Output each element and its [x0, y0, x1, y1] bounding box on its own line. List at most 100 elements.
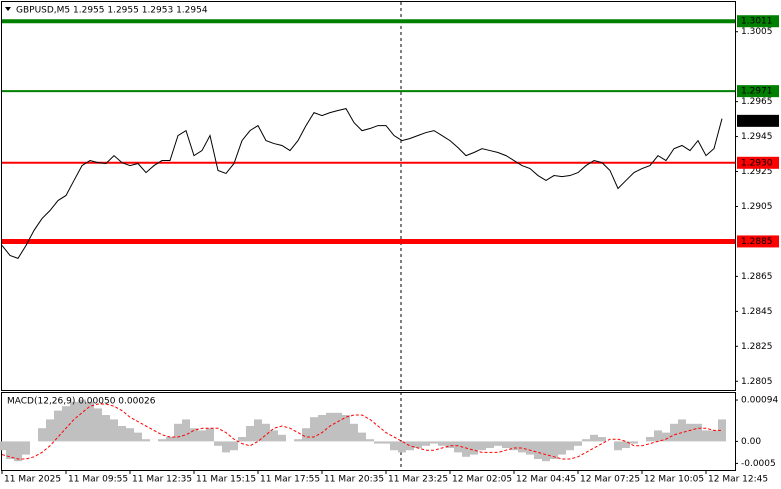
macd-bar: [590, 434, 598, 442]
macd-bar: [94, 408, 102, 442]
x-tick-label: 11 Mar 23:25: [388, 475, 448, 485]
x-tick-label: 11 Mar 12:35: [132, 475, 192, 485]
macd-y-tick-label: 0.00: [741, 437, 761, 447]
macd-bar: [214, 441, 222, 446]
macd-bar: [646, 437, 654, 442]
macd-bar: [278, 434, 286, 442]
macd-bar: [382, 441, 390, 444]
macd-signal: [1, 403, 722, 460]
macd-bar: [302, 428, 310, 442]
macd-bar: [350, 423, 358, 442]
macd-bar: [126, 428, 134, 442]
macd-bar: [438, 441, 446, 446]
y-tick-label: 1.2805: [741, 377, 773, 387]
macd-bar: [398, 441, 406, 453]
y-tick-label: 1.2845: [741, 307, 773, 317]
macd-bar: [558, 441, 566, 455]
macd-bar: [294, 439, 302, 442]
macd-bar: [118, 426, 126, 442]
macd-bar: [158, 439, 166, 442]
macd-bar: [6, 441, 14, 459]
macd-bar: [166, 437, 174, 442]
macd-bar: [334, 412, 342, 442]
x-tick-label: 11 Mar 15:15: [196, 475, 256, 485]
level-label: 1.3011: [741, 17, 773, 27]
macd-bar: [390, 441, 398, 451]
macd-bar: [270, 430, 278, 442]
macd-bar: [630, 441, 638, 444]
level-label-box: [737, 85, 779, 98]
x-tick-label: 12 Mar 07:25: [580, 475, 640, 485]
y-tick-label: 1.2945: [741, 132, 773, 142]
macd-bar: [422, 441, 430, 446]
x-tick-label: 12 Mar 12:45: [708, 475, 768, 485]
macd-bar: [502, 441, 510, 448]
macd-bar: [174, 423, 182, 442]
x-tick-label: 12 Mar 10:05: [644, 475, 704, 485]
macd-bar: [566, 441, 574, 451]
x-tick-label: 12 Mar 02:05: [452, 475, 512, 485]
macd-bar: [54, 410, 62, 442]
macd-bar: [406, 441, 414, 451]
macd-bar: [462, 441, 470, 457]
level-label-box: [737, 15, 779, 28]
macd-bar: [614, 441, 622, 451]
macd-bar: [182, 419, 190, 442]
macd-bar: [702, 430, 710, 442]
macd-bar: [262, 423, 270, 442]
macd-bar: [222, 441, 230, 453]
macd-bar: [430, 441, 438, 444]
macd-bar: [230, 441, 238, 451]
macd-bar: [542, 441, 550, 462]
macd-bar: [622, 441, 630, 448]
macd-bar: [38, 428, 46, 442]
x-tick-label: 11 Mar 2025: [4, 475, 61, 485]
y-tick-label: 1.2965: [741, 97, 773, 107]
level-label: 1.2971: [741, 87, 773, 97]
macd-bar: [238, 437, 246, 442]
macd-bar: [486, 441, 494, 448]
macd-bar: [86, 401, 94, 442]
macd-bar: [78, 399, 86, 442]
macd-bar: [14, 441, 22, 462]
macd-bar: [366, 439, 374, 442]
macd-pane-frame: [1, 392, 736, 471]
macd-bar: [574, 441, 582, 446]
macd-bar: [318, 415, 326, 442]
macd-bar: [494, 441, 502, 446]
macd-bar: [102, 415, 110, 442]
macd-bar: [534, 441, 542, 459]
x-tick-label: 11 Mar 20:35: [324, 475, 384, 485]
macd-bar: [310, 417, 318, 442]
macd-bar: [654, 430, 662, 442]
level-label-box: [737, 156, 779, 169]
x-tick-label: 11 Mar 09:55: [68, 475, 128, 485]
macd-bar: [550, 441, 558, 459]
level-label-box: [737, 235, 779, 248]
macd-bar: [62, 406, 70, 442]
macd-bar: [446, 441, 454, 448]
price-line: [1, 108, 723, 260]
macd-bar: [198, 430, 206, 442]
macd-bar: [518, 441, 526, 453]
macd-bar: [246, 426, 254, 442]
macd-bar: [358, 432, 366, 442]
x-tick-label: 11 Mar 17:55: [260, 475, 320, 485]
macd-bar: [710, 430, 718, 442]
macd-bar: [670, 423, 678, 442]
macd-bar: [46, 419, 54, 442]
macd-y-tick-label: -0.0005: [741, 459, 776, 469]
macd-y-tick-label: 0.00094: [741, 396, 778, 406]
macd-bar: [678, 419, 686, 442]
marks: [0, 19, 735, 462]
title-arrow: [5, 7, 11, 11]
level-label: 1.2954: [741, 116, 773, 126]
macd-bar: [454, 441, 462, 453]
macd-bar: [110, 419, 118, 442]
macd-bar: [526, 441, 534, 455]
macd-bar: [718, 419, 726, 442]
macd-bar: [582, 439, 590, 442]
level-label-box: [737, 114, 779, 127]
